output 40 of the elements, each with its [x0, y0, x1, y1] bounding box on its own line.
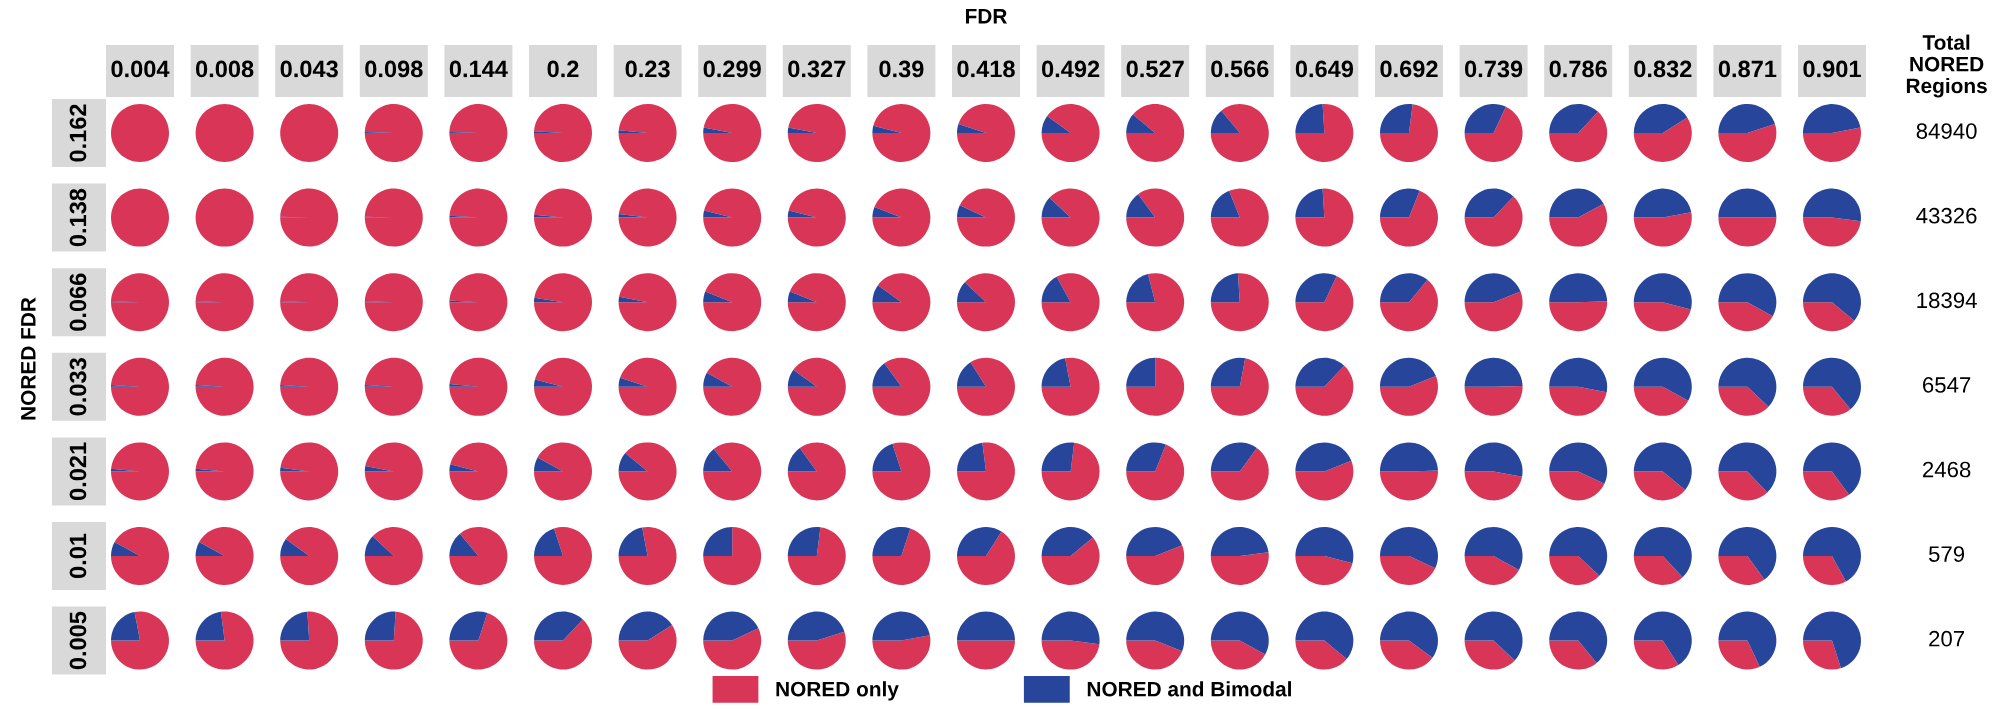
- text: NORED FDR: [20, 297, 36, 420]
- text: 84940: [1916, 123, 1977, 139]
- slice-label: 0.786: [1549, 60, 1607, 78]
- text: 6547: [1923, 377, 1971, 393]
- slice-label: 0.39: [879, 60, 924, 78]
- legend-label: NORED and Bimodal: [1087, 681, 1291, 697]
- text: 0.01: [69, 533, 87, 579]
- text: 0.066: [69, 273, 87, 331]
- text: 0.033: [69, 358, 87, 416]
- text: 0.005: [69, 611, 87, 670]
- slice-label: 0.008: [195, 60, 254, 78]
- slice-label: 0.043: [280, 60, 338, 78]
- slice-label: 0.144: [449, 60, 508, 78]
- slice-label: 0.2: [547, 60, 579, 78]
- text: Total NORED Regions: [1906, 34, 1987, 98]
- text: 2468: [1923, 461, 1971, 478]
- text: 0.162: [69, 104, 87, 162]
- chart-title: FDR: [965, 9, 1007, 24]
- slice-label: 0.649: [1295, 60, 1354, 78]
- slice-label: 0.901: [1803, 60, 1861, 78]
- text: 0.138: [69, 188, 87, 247]
- slice-label: 0.566: [1211, 60, 1269, 78]
- slice-label: 0.492: [1041, 60, 1100, 78]
- slice-label: 0.739: [1464, 60, 1523, 78]
- text: 579: [1928, 546, 1965, 562]
- slice-label: 0.23: [625, 60, 670, 78]
- slice-label: 0.871: [1718, 60, 1777, 78]
- slice-label: 0.418: [957, 60, 1015, 78]
- slice-label: 0.299: [703, 60, 761, 78]
- slice-label: 0.832: [1634, 60, 1692, 78]
- text: 18394: [1917, 292, 1977, 309]
- slice-label: 0.327: [788, 60, 846, 78]
- legend-label: NORED only: [776, 681, 899, 701]
- slice-label: 0.004: [111, 60, 170, 78]
- text: 43326: [1916, 207, 1977, 224]
- slice-label: 0.098: [365, 60, 423, 78]
- text: 207: [1929, 630, 1965, 647]
- text: 0.021: [69, 442, 87, 501]
- slice-label: 0.692: [1380, 60, 1438, 78]
- slice-label: 0.527: [1126, 60, 1184, 78]
